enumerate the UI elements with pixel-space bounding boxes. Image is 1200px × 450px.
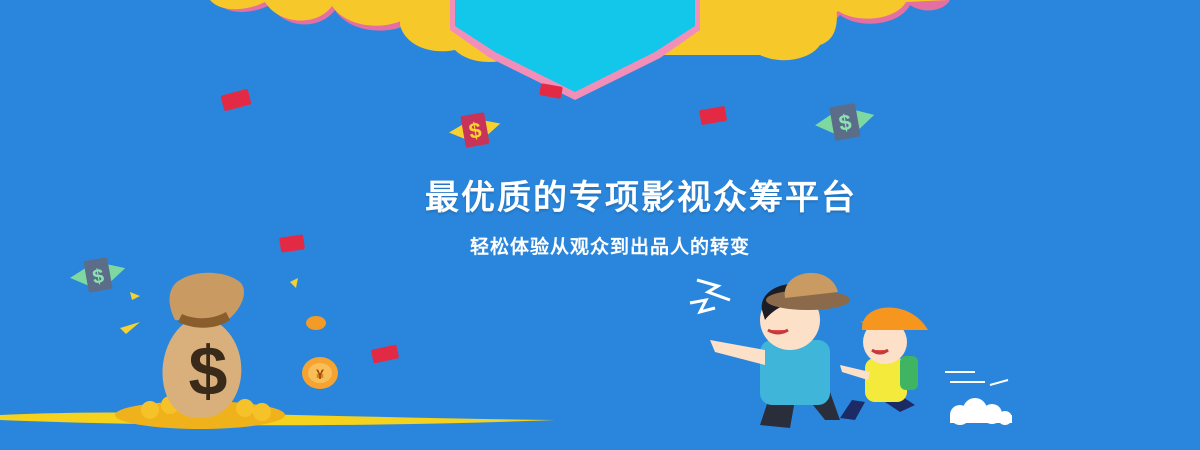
spark-decoration xyxy=(120,278,298,334)
hero-headline: 最优质的专项影视众筹平台 xyxy=(425,178,857,218)
hero-subline: 轻松体验从观众到出品人的转变 xyxy=(469,236,750,258)
cloud-banner xyxy=(210,0,950,100)
svg-text:¥: ¥ xyxy=(316,366,324,382)
sparkle-marks xyxy=(689,278,731,315)
money-bag-dollar-sign: $ xyxy=(189,332,228,410)
red-envelope-icon xyxy=(220,83,727,364)
children-illustration xyxy=(710,272,1012,428)
coin-icon: ¥ xyxy=(302,316,338,389)
svg-text:$: $ xyxy=(467,117,483,144)
flying-cash-icon: $ $ $ xyxy=(70,103,875,293)
svg-text:$: $ xyxy=(91,265,106,289)
svg-text:$: $ xyxy=(837,109,853,136)
money-bag-icon: $ xyxy=(115,272,285,429)
